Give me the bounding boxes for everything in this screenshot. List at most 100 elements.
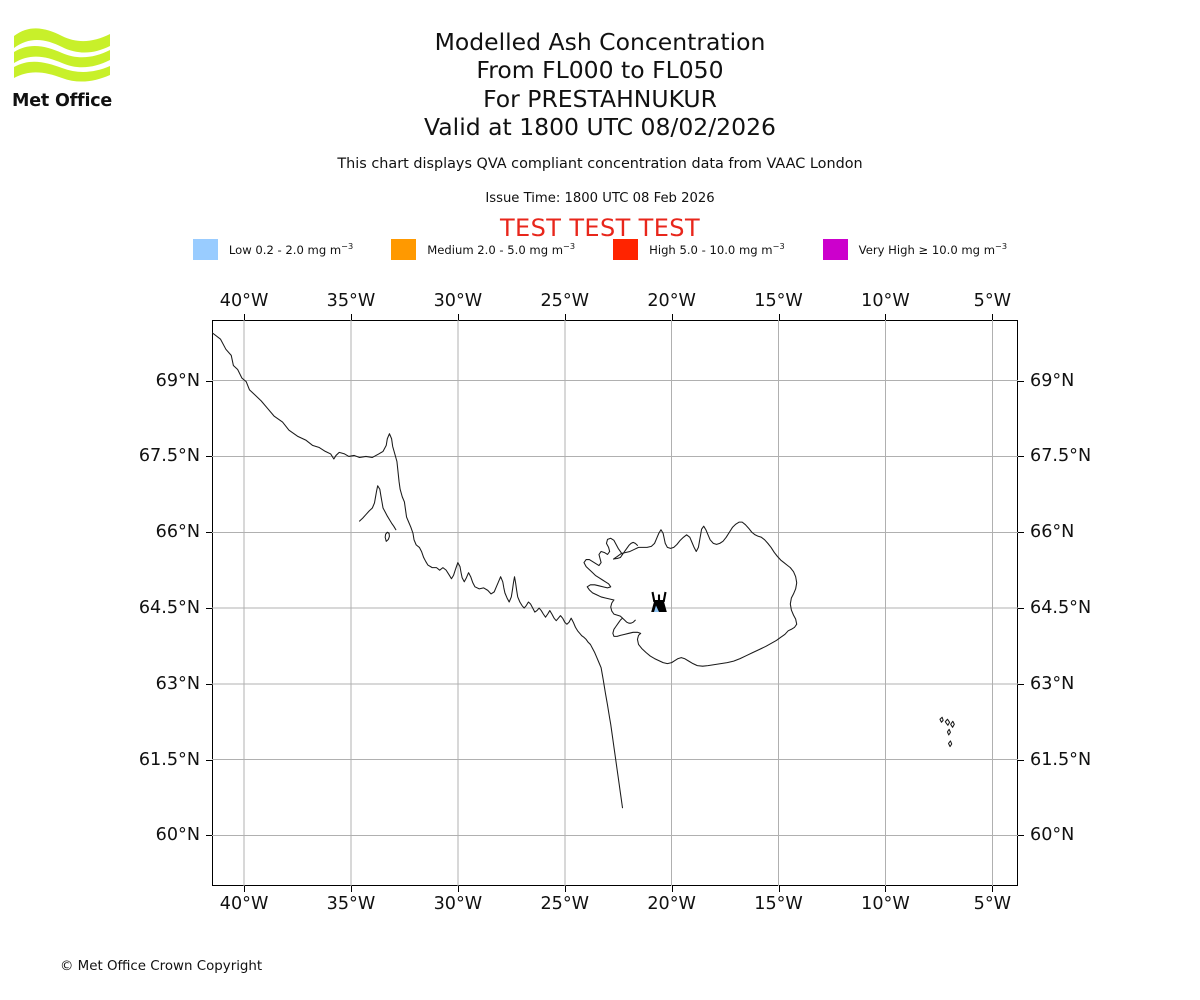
volcano-marker-icon xyxy=(651,591,668,612)
tick-lon-bottom-7 xyxy=(992,886,994,892)
xaxis-label-bottom-1: 35°W xyxy=(326,894,376,914)
iceland-westfjords-detail xyxy=(621,541,638,556)
yaxis-label-right-1: 61.5°N xyxy=(1030,749,1092,770)
yaxis-label-right-0: 60°N xyxy=(1030,825,1075,846)
tick-lon-top-2 xyxy=(457,314,459,320)
tick-lat-right-5 xyxy=(1018,456,1024,458)
iceland-south-peninsula xyxy=(621,617,636,624)
map-plot-area xyxy=(206,314,1024,892)
xaxis-label-top-5: 15°W xyxy=(754,291,803,311)
faroe-islands-1 xyxy=(939,716,944,723)
tick-lon-bottom-2 xyxy=(457,886,459,892)
legend-high: High 5.0 - 10.0 mg m−3 xyxy=(613,239,785,260)
legend-medium-swatch xyxy=(391,239,417,260)
greenland-fjord-inner xyxy=(358,485,397,531)
legend-low-label: Low 0.2 - 2.0 mg m−3 xyxy=(228,240,354,257)
faroe-islands-3 xyxy=(950,720,955,728)
xaxis-label-bottom-5: 15°W xyxy=(754,894,803,914)
yaxis-label-right-4: 66°N xyxy=(1030,522,1075,543)
chart-title-block: Modelled Ash Concentration From FL000 to… xyxy=(0,28,1200,142)
tick-lon-top-4 xyxy=(671,314,673,320)
tick-lat-right-3 xyxy=(1018,608,1024,610)
yaxis-label-left-2: 63°N xyxy=(155,673,200,694)
yaxis-label-left-6: 69°N xyxy=(155,370,200,391)
xaxis-label-bottom-4: 20°W xyxy=(647,894,696,914)
xaxis-label-top-2: 30°W xyxy=(433,291,483,311)
tick-lon-bottom-0 xyxy=(244,886,246,892)
xaxis-label-bottom-3: 25°W xyxy=(540,894,590,914)
legend-medium: Medium 2.0 - 5.0 mg m−3 xyxy=(391,239,575,260)
tick-lat-left-4 xyxy=(206,532,212,534)
yaxis-label-left-4: 66°N xyxy=(155,522,200,543)
volcano-name-line: For PRESTAHNUKUR xyxy=(483,84,717,113)
xaxis-label-top-1: 35°W xyxy=(326,291,376,311)
test-banner: TEST TEST TEST xyxy=(499,214,700,242)
greenland-east-coast xyxy=(212,332,624,809)
flight-level-line: From FL000 to FL050 xyxy=(476,56,724,85)
legend-low-swatch xyxy=(192,239,218,260)
legend-high-label: High 5.0 - 10.0 mg m−3 xyxy=(649,240,785,257)
faroe-islands-2 xyxy=(944,718,951,726)
greenland-small-island xyxy=(384,531,390,542)
tick-lon-bottom-1 xyxy=(350,886,352,892)
tick-lon-bottom-6 xyxy=(885,886,887,892)
yaxis-label-left-1: 61.5°N xyxy=(138,749,200,770)
met-office-logo: Met Office xyxy=(12,22,132,114)
xaxis-label-top-0: 40°W xyxy=(219,291,269,311)
legend-high-swatch xyxy=(613,239,639,260)
tick-lat-left-5 xyxy=(206,456,212,458)
tick-lon-bottom-5 xyxy=(778,886,780,892)
xaxis-label-top-4: 20°W xyxy=(647,291,696,311)
tick-lat-right-0 xyxy=(1018,835,1024,837)
tick-lat-left-2 xyxy=(206,683,212,685)
iceland-main xyxy=(583,521,798,667)
tick-lon-top-1 xyxy=(350,314,352,320)
plot-frame xyxy=(212,320,1018,886)
tick-lon-top-7 xyxy=(992,314,994,320)
issue-time-label: Issue Time: 1800 UTC 08 Feb 2026 xyxy=(485,191,715,206)
yaxis-label-right-5: 67.5°N xyxy=(1030,446,1092,467)
xaxis-label-top-6: 10°W xyxy=(861,291,910,311)
yaxis-label-left-5: 67.5°N xyxy=(138,446,200,467)
tick-lat-left-1 xyxy=(206,759,212,761)
yaxis-label-right-2: 63°N xyxy=(1030,673,1075,694)
tick-lat-left-3 xyxy=(206,608,212,610)
legend-medium-label: Medium 2.0 - 5.0 mg m−3 xyxy=(427,240,576,257)
xaxis-label-bottom-2: 30°W xyxy=(433,894,483,914)
faroe-islands-4 xyxy=(946,728,951,736)
tick-lon-top-5 xyxy=(778,314,780,320)
xaxis-label-top-7: 5°W xyxy=(973,291,1012,311)
legend-low: Low 0.2 - 2.0 mg m−3 xyxy=(192,239,354,260)
legend-very-high-swatch xyxy=(822,239,848,260)
valid-time-line: Valid at 1800 UTC 08/02/2026 xyxy=(424,113,776,142)
faroe-islands-5 xyxy=(947,740,953,748)
tick-lon-top-6 xyxy=(885,314,887,320)
xaxis-label-bottom-6: 10°W xyxy=(861,894,910,914)
tick-lon-bottom-4 xyxy=(671,886,673,892)
tick-lat-right-6 xyxy=(1018,380,1024,382)
concentration-legend: Low 0.2 - 2.0 mg m−3 Medium 2.0 - 5.0 mg … xyxy=(0,239,1200,260)
tick-lat-right-1 xyxy=(1018,759,1024,761)
copyright-notice: © Met Office Crown Copyright xyxy=(60,959,263,974)
coastline-map xyxy=(212,320,1018,886)
legend-very-high-label: Very High ≥ 10.0 mg m−3 xyxy=(858,240,1008,257)
tick-lat-left-0 xyxy=(206,835,212,837)
tick-lon-top-0 xyxy=(244,314,246,320)
yaxis-label-left-0: 60°N xyxy=(155,825,200,846)
legend-very-high: Very High ≥ 10.0 mg m−3 xyxy=(822,239,1008,260)
tick-lat-right-2 xyxy=(1018,683,1024,685)
yaxis-label-right-6: 69°N xyxy=(1030,370,1075,391)
xaxis-label-bottom-0: 40°W xyxy=(219,894,269,914)
yaxis-label-right-3: 64.5°N xyxy=(1030,598,1092,619)
tick-lon-top-3 xyxy=(564,314,566,320)
met-office-wave-icon xyxy=(14,28,110,82)
tick-lat-left-6 xyxy=(206,380,212,382)
tick-lat-right-4 xyxy=(1018,532,1024,534)
xaxis-label-bottom-7: 5°W xyxy=(973,894,1012,914)
yaxis-label-left-3: 64.5°N xyxy=(138,598,200,619)
tick-lon-bottom-3 xyxy=(564,886,566,892)
page-title: Modelled Ash Concentration xyxy=(434,28,766,56)
xaxis-label-top-3: 25°W xyxy=(540,291,590,311)
data-source-note: This chart displays QVA compliant concen… xyxy=(337,156,863,172)
met-office-logo-text: Met Office xyxy=(12,91,113,111)
